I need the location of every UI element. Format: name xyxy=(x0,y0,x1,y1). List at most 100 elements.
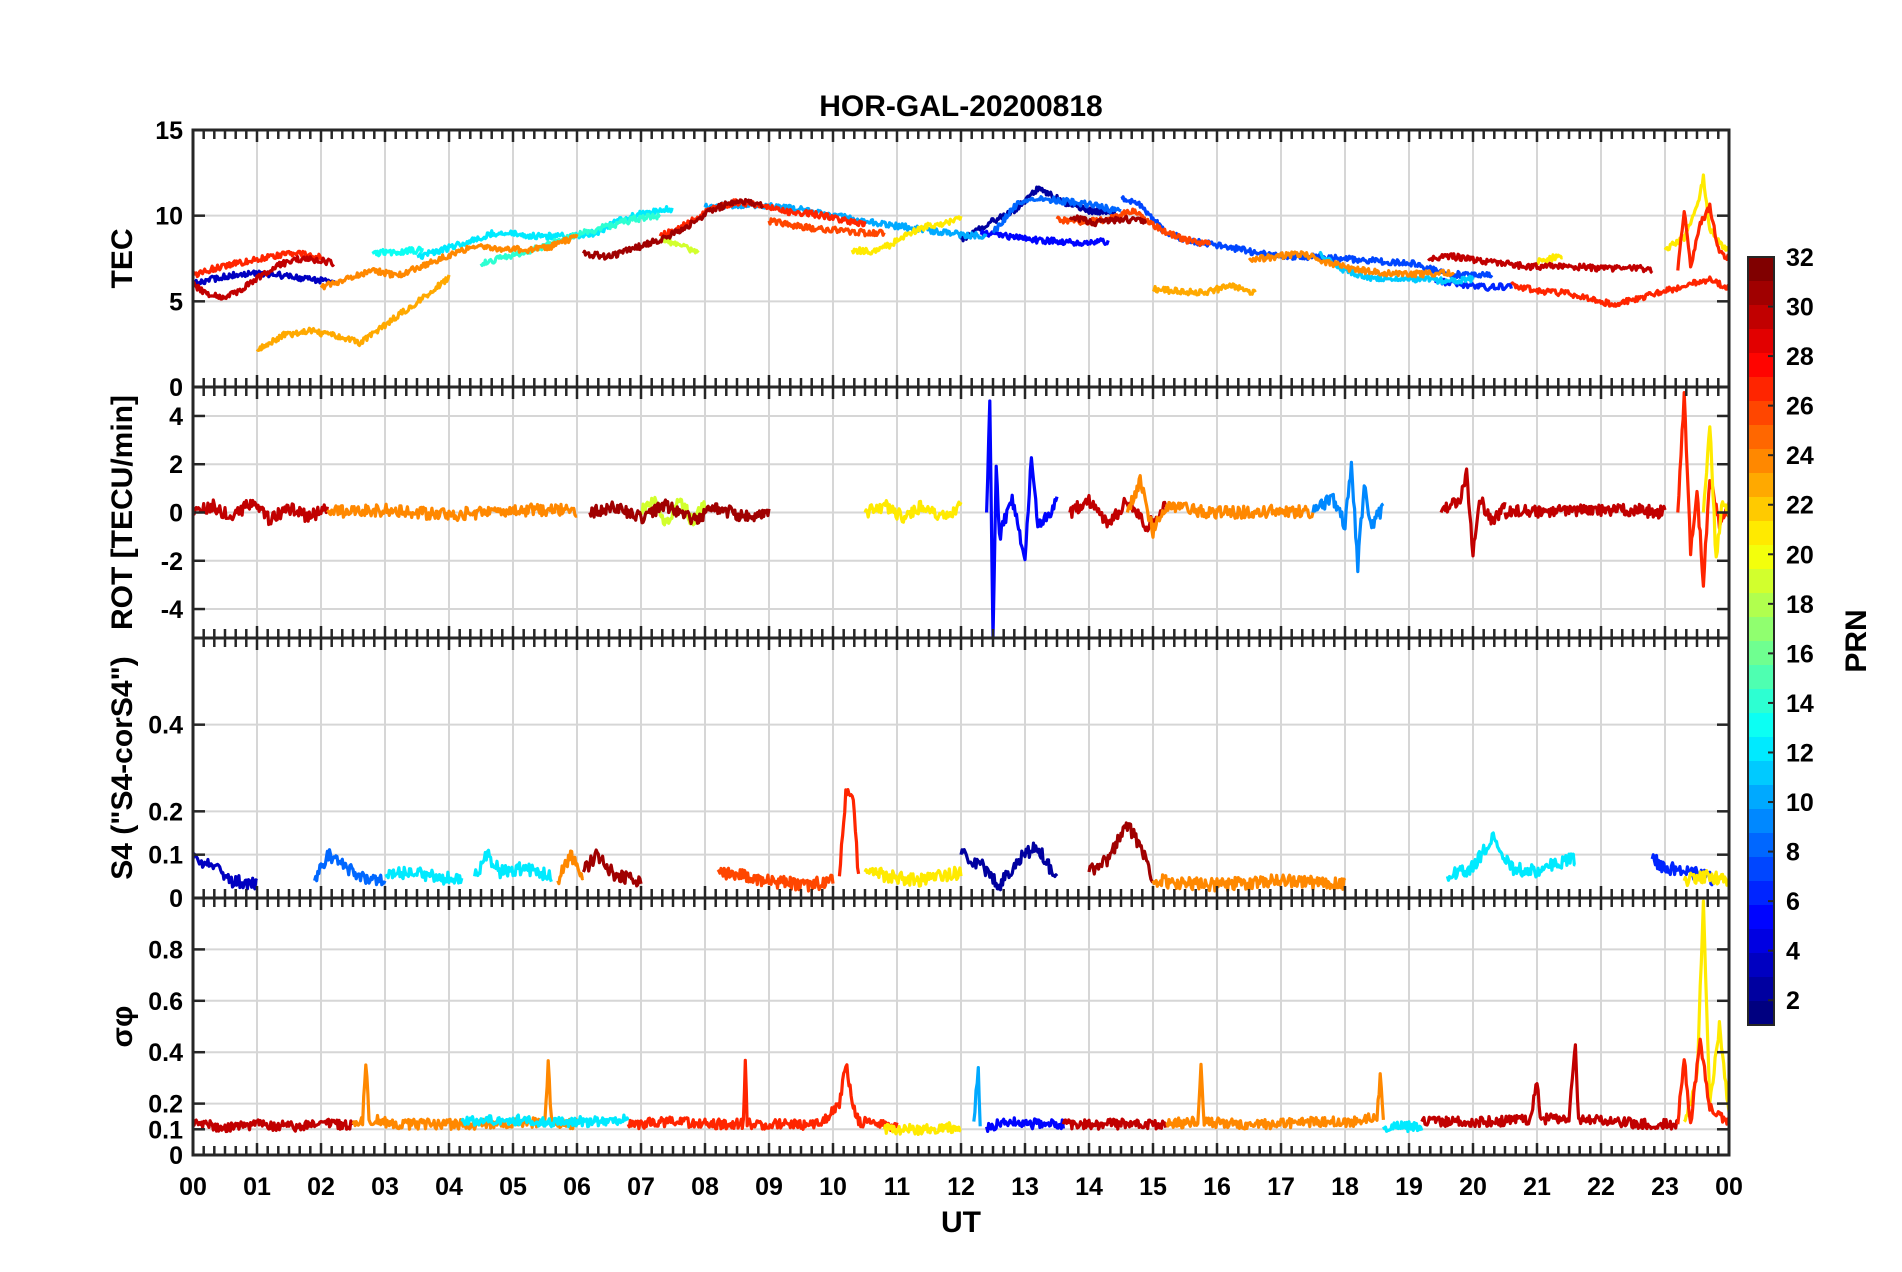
series-line-prn-27 xyxy=(193,249,323,279)
colorbar-segment xyxy=(1748,257,1774,282)
y-tick-label: 0 xyxy=(169,500,183,528)
y-tick-label: -2 xyxy=(161,548,183,576)
series-line-prn-23 xyxy=(255,274,451,352)
series-line-prn-23 xyxy=(1151,282,1257,297)
x-tick-label: 03 xyxy=(371,1173,399,1201)
x-minor-ticks xyxy=(191,387,1731,638)
series-line-prn-26 xyxy=(767,217,886,238)
series-group-sigphi xyxy=(193,899,1729,1136)
series-line-prn-2 xyxy=(959,841,1059,892)
series-line-prn-30 xyxy=(1427,252,1654,275)
series-line-prn-13 xyxy=(371,245,425,258)
colorbar-segment xyxy=(1748,689,1774,714)
grid-s4 xyxy=(192,638,1730,899)
y-axis-label-rot: ROT [TECU/min] xyxy=(106,395,139,630)
x-tick-label: 23 xyxy=(1651,1173,1679,1201)
colorbar-tick-label: 20 xyxy=(1786,541,1814,569)
colorbar-segment xyxy=(1748,737,1774,762)
series-line-prn-5 xyxy=(985,1116,1065,1133)
series-line-prn-30 xyxy=(1420,1043,1679,1131)
series-line-prn-27 xyxy=(1676,391,1729,588)
x-tick-label: 21 xyxy=(1523,1173,1551,1201)
x-tick-label: 11 xyxy=(884,1173,911,1201)
series-line-prn-8 xyxy=(991,195,1122,234)
y-tick-label: 0.1 xyxy=(148,1116,183,1144)
colorbar-segment xyxy=(1748,617,1774,642)
x-tick-label: 19 xyxy=(1395,1173,1423,1201)
series-line-prn-24 xyxy=(1165,1062,1385,1131)
series-line-prn-12 xyxy=(1381,1120,1424,1134)
series-line-prn-21 xyxy=(1682,869,1729,888)
colorbar-segment xyxy=(1748,857,1774,882)
colorbar-segment xyxy=(1748,713,1774,738)
series-line-prn-27 xyxy=(837,788,861,877)
y-tick-label: 0.1 xyxy=(148,842,183,870)
series-line-prn-11 xyxy=(1318,251,1475,285)
x-tick-label: 04 xyxy=(435,1173,463,1201)
x-tick-label: 20 xyxy=(1459,1173,1487,1201)
panel-tec: 0 5 10 15 TEC xyxy=(106,117,1731,402)
x-tick-label: 18 xyxy=(1331,1173,1359,1201)
series-line-prn-31 xyxy=(581,197,764,261)
x-tick-label: 07 xyxy=(627,1173,655,1201)
series-line-prn-8 xyxy=(313,848,387,887)
series-line-prn-10 xyxy=(972,1066,982,1127)
x-tick-label: 13 xyxy=(1011,1173,1039,1201)
panel-s4: 0 0.1 0.2 0.4 S4 ("S4-corS4") xyxy=(106,636,1731,913)
series-line-prn-27 xyxy=(626,1058,899,1132)
colorbar-tick-label: 24 xyxy=(1786,442,1814,470)
series-line-prn-24 xyxy=(319,233,579,291)
series-line-prn-27 xyxy=(1676,202,1729,271)
chart-title: HOR-GAL-20200818 xyxy=(819,90,1102,123)
x-tick-label: 08 xyxy=(691,1173,719,1201)
x-tick-label: 10 xyxy=(819,1173,847,1201)
series-line-prn-21 xyxy=(863,499,963,524)
series-line-prn-9 xyxy=(1311,460,1385,574)
x-tick-marks xyxy=(191,387,1731,638)
series-line-prn-30 xyxy=(193,255,336,301)
x-tick-label: 09 xyxy=(755,1173,783,1201)
colorbar-segment xyxy=(1748,545,1774,570)
colorbar-label: PRN xyxy=(1840,609,1873,672)
x-tick-label: 16 xyxy=(1203,1173,1231,1201)
series-line-prn-26 xyxy=(1055,207,1212,248)
series-line-prn-2 xyxy=(959,185,1117,243)
colorbar-segment xyxy=(1748,785,1774,810)
series-line-prn-31 xyxy=(581,848,643,888)
series-line-prn-12 xyxy=(473,848,553,883)
colorbar-tick-label: 14 xyxy=(1786,690,1814,718)
colorbar-tick-label: 22 xyxy=(1786,492,1814,520)
y-axis-label-tec: TEC xyxy=(106,229,139,289)
colorbar-tick-label: 12 xyxy=(1786,739,1814,767)
x-tick-label: 14 xyxy=(1075,1173,1103,1201)
colorbar-tick-label: 16 xyxy=(1786,640,1814,668)
series-line-prn-12 xyxy=(460,1113,630,1129)
x-tick-marks xyxy=(191,130,1731,387)
panel-sigphi: 00.10.2 0.4 0.6 0.8 σφ xyxy=(106,896,1731,1170)
colorbar-tick-label: 28 xyxy=(1786,343,1814,371)
series-line-prn-21 xyxy=(1701,425,1729,559)
series-line-prn-24 xyxy=(556,849,585,886)
series-line-prn-27 xyxy=(1676,1037,1729,1126)
colorbar-tick-label: 30 xyxy=(1786,294,1814,322)
series-line-prn-31 xyxy=(588,498,771,526)
grid-sigphi xyxy=(192,898,1730,1156)
series-line-prn-30 xyxy=(193,498,329,527)
colorbar-segment xyxy=(1748,521,1774,546)
colorbar-segment xyxy=(1748,1001,1774,1026)
x-tick-label: 05 xyxy=(499,1173,527,1201)
x-tick-label: 22 xyxy=(1587,1173,1615,1201)
colorbar-tick-label: 18 xyxy=(1786,591,1814,619)
x-axis-label: UT xyxy=(941,1206,981,1239)
series-group-tec xyxy=(193,173,1729,352)
y-tick-label: 0 xyxy=(169,885,183,913)
colorbar-segment xyxy=(1748,905,1774,930)
colorbar-segment xyxy=(1748,353,1774,378)
colorbar-tick-label: 32 xyxy=(1786,244,1814,272)
colorbar-tick-label: 10 xyxy=(1786,789,1814,817)
colorbar-segment xyxy=(1748,761,1774,786)
series-line-prn-24 xyxy=(1125,474,1219,539)
series-line-prn-30 xyxy=(1061,1117,1168,1131)
y-tick-label: 10 xyxy=(155,203,183,231)
